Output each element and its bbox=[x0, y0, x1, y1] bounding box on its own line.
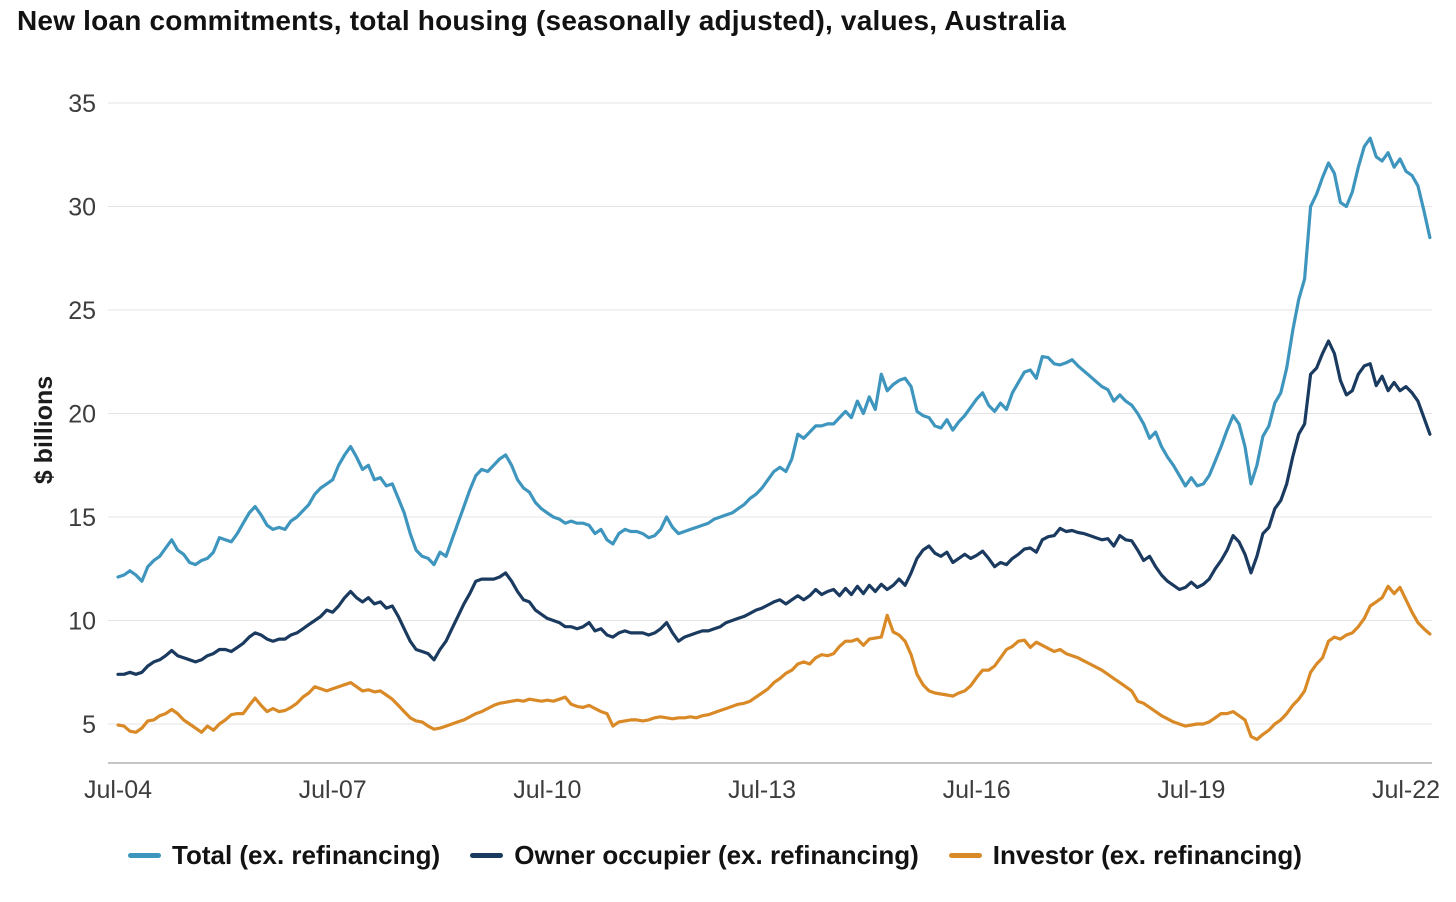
legend-item-0[interactable]: Total (ex. refinancing) bbox=[128, 840, 440, 871]
x-tick-label: Jul-04 bbox=[84, 776, 152, 804]
y-tick-label: 10 bbox=[68, 608, 96, 636]
legend-item-2[interactable]: Investor (ex. refinancing) bbox=[948, 840, 1302, 871]
y-tick-label: 25 bbox=[68, 297, 96, 325]
y-tick-label: 20 bbox=[68, 401, 96, 429]
legend-label: Investor (ex. refinancing) bbox=[992, 840, 1302, 870]
legend-label: Owner occupier (ex. refinancing) bbox=[514, 840, 919, 870]
x-tick-label: Jul-10 bbox=[513, 776, 581, 804]
series-line-0 bbox=[116, 136, 1432, 583]
grid-lines bbox=[108, 102, 1432, 725]
y-tick-label: 5 bbox=[82, 711, 96, 739]
y-axis-title: $ billions bbox=[30, 376, 58, 484]
legend-item-1[interactable]: Owner occupier (ex. refinancing) bbox=[470, 840, 919, 871]
y-tick-label: 35 bbox=[68, 90, 96, 118]
legend-swatch-icon bbox=[948, 853, 982, 858]
y-tick-label: 15 bbox=[68, 504, 96, 532]
x-tick-label: Jul-13 bbox=[728, 776, 796, 804]
chart-title: New loan commitments, total housing (sea… bbox=[17, 5, 1066, 36]
x-axis-tick-labels: Jul-04 Jul-07 Jul-10 Jul-13 Jul-16 Jul-19 Jul-… bbox=[84, 776, 1440, 804]
x-tick-label: Jul-16 bbox=[943, 776, 1011, 804]
chart-legend: Total (ex. refinancing) Owner occupier (e… bbox=[0, 840, 1456, 871]
x-tick-label: Jul-19 bbox=[1157, 776, 1225, 804]
legend-swatch-icon bbox=[470, 853, 504, 858]
legend-label: Total (ex. refinancing) bbox=[172, 840, 441, 870]
y-axis-tick-labels: 35 30 25 20 15 10 5 bbox=[68, 90, 96, 739]
x-tick-label: Jul-07 bbox=[299, 776, 367, 804]
series-lines bbox=[116, 136, 1432, 742]
y-tick-label: 30 bbox=[68, 194, 96, 222]
x-tick-label: Jul-22 bbox=[1372, 776, 1440, 804]
series-line-2 bbox=[116, 584, 1432, 742]
legend-swatch-icon bbox=[128, 853, 161, 858]
series-line-1 bbox=[116, 339, 1432, 676]
